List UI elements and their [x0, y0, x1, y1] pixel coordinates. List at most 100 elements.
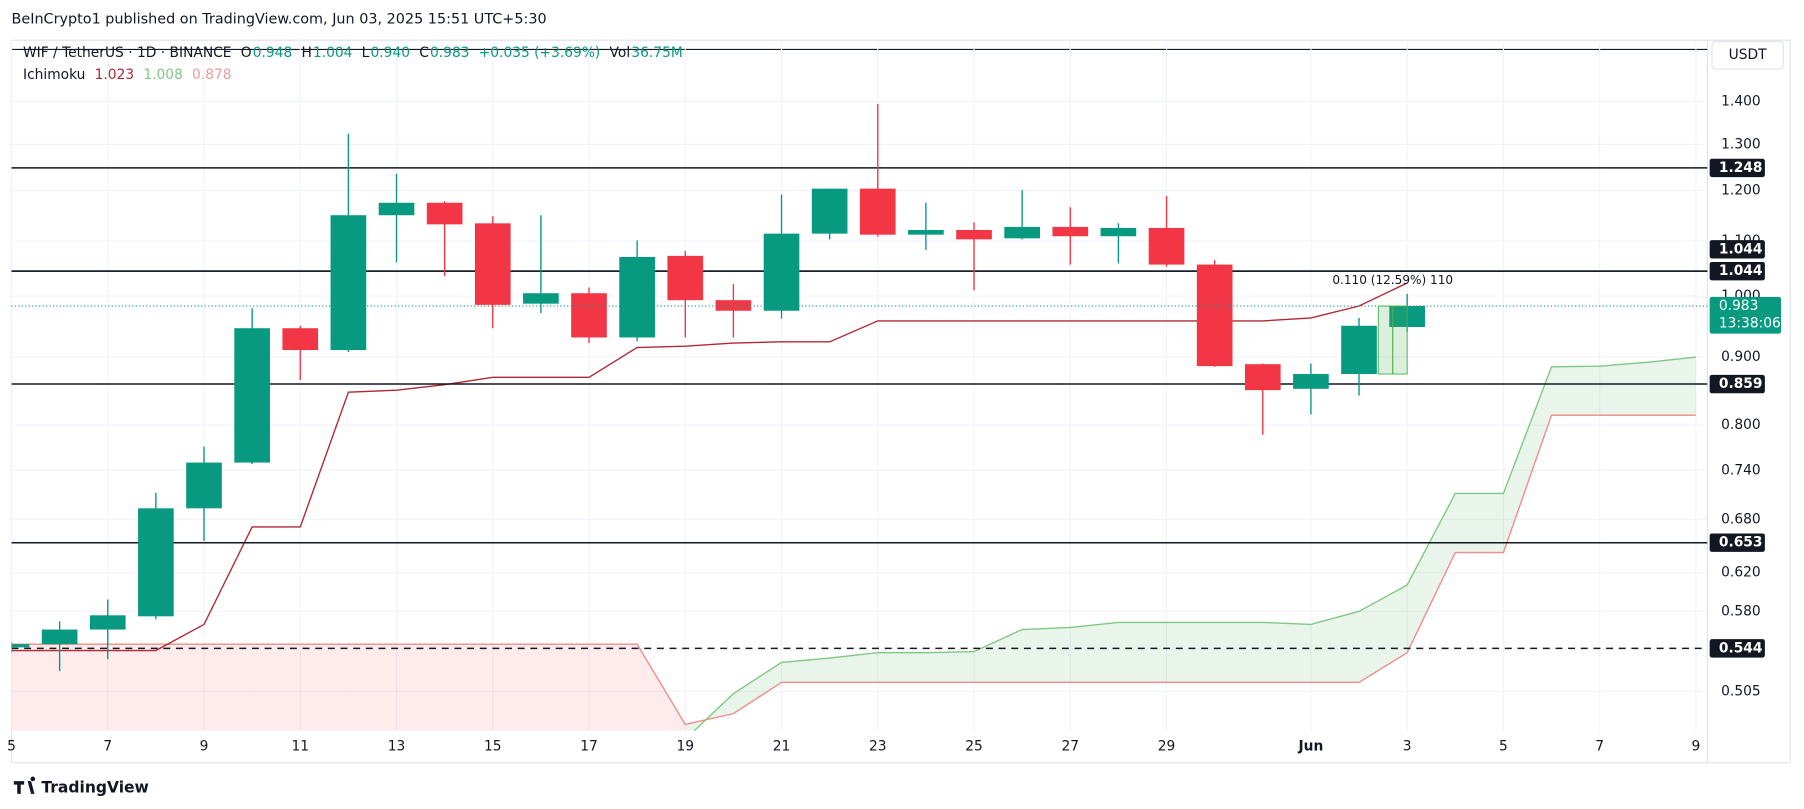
x-tick-label: 17 [580, 739, 598, 755]
candle-body [956, 230, 992, 240]
y-tick-label: 0.620 [1721, 565, 1761, 581]
x-tick-label: 5 [1499, 739, 1508, 755]
cloud-fill [540, 644, 590, 731]
legend-item: Vol [610, 45, 631, 61]
x-tick-label: 9 [1692, 739, 1701, 755]
cloud-fill [1214, 622, 1263, 683]
candle-body [859, 188, 896, 235]
legend-item: 0.940 [371, 45, 411, 61]
plot-area [11, 103, 1708, 731]
level-label-box [1709, 261, 1765, 281]
x-tick-label: 25 [965, 739, 983, 755]
legend-item: 0.983 [430, 45, 470, 61]
level-label-box [1709, 240, 1765, 259]
legend-item: 1.023 [95, 67, 135, 83]
y-tick-label: 0.580 [1721, 603, 1761, 619]
candle-body [41, 629, 78, 645]
candle-body [1004, 226, 1040, 239]
cloud-fill [396, 644, 445, 731]
cloud-fill [974, 629, 1023, 683]
unit-box[interactable] [1711, 40, 1784, 70]
cloud-fill [1070, 622, 1119, 683]
x-tick-label: 19 [676, 739, 694, 755]
candle-body [282, 328, 319, 351]
legend-item: H [301, 45, 311, 61]
cloud-fill [444, 644, 493, 731]
span-b-line [11, 414, 1696, 726]
span-a-line [693, 356, 1696, 731]
x-tick-label: 3 [1403, 739, 1412, 755]
legend-item: 1.004 [313, 45, 353, 61]
legend-item: 0.948 [253, 45, 293, 61]
y-tick-label: 1.200 [1721, 183, 1761, 199]
level-label-box [1709, 533, 1765, 552]
x-tick-label: 27 [1061, 739, 1079, 755]
cloud-fill [1455, 493, 1504, 553]
cloud-fill [877, 652, 926, 683]
level-label-box [1709, 639, 1765, 658]
y-tick-label: 0.680 [1721, 511, 1761, 527]
candle-body [1052, 226, 1089, 237]
x-tick-label: 29 [1158, 739, 1176, 755]
legend-item: C [419, 45, 429, 61]
indicator-legend: Ichimoku 1.023 1.008 0.878 [23, 67, 232, 83]
cloud-fill [1118, 622, 1167, 683]
logo-icon [13, 776, 36, 794]
candle-body [1148, 227, 1185, 265]
legend-item: 1.008 [143, 67, 183, 83]
cloud-fill [59, 644, 108, 731]
y-tick-label: 0.505 [1721, 683, 1761, 699]
last-price-label: 0.983 [1719, 298, 1759, 314]
x-tick-label: 15 [484, 739, 502, 755]
cloud-fill [1166, 622, 1215, 683]
cloud-fill [685, 693, 734, 731]
x-tick-label: 11 [291, 739, 309, 755]
y-tick-label: 0.900 [1721, 349, 1761, 365]
y-tick-label: 0.800 [1721, 417, 1761, 433]
measure-label: 0.110 (12.59%) 110 [1332, 273, 1453, 287]
legend-item: O [241, 45, 252, 61]
cloud-fill [1262, 622, 1311, 683]
level-label-box [1709, 158, 1765, 178]
cloud-fill [1022, 627, 1071, 683]
cloud-fill [492, 644, 541, 731]
cloud-fill [829, 652, 878, 683]
cloud-fill [589, 644, 638, 731]
level-label: 0.653 [1719, 535, 1763, 551]
countdown: 13:38:06 [1719, 315, 1781, 331]
x-tick-label: Jun [1298, 739, 1324, 755]
level-label: 0.859 [1719, 376, 1763, 392]
logo: TradingView [13, 776, 149, 797]
candle-body [1100, 227, 1137, 237]
candle-body [186, 462, 222, 509]
cloud-fill [733, 662, 782, 714]
y-tick-label: 0.740 [1721, 462, 1761, 478]
candle-body [378, 202, 415, 216]
candle-body [908, 230, 944, 235]
cloud-fill [204, 644, 253, 731]
level-label-box [1709, 374, 1765, 394]
candle-body [1196, 264, 1233, 367]
level-label: 0.544 [1719, 640, 1763, 656]
candle-body [571, 293, 607, 338]
cloud-fill [348, 644, 397, 731]
axis-unit[interactable]: USDT [1729, 47, 1767, 63]
cloud-fill [252, 644, 301, 731]
x-tick-label: 21 [773, 739, 791, 755]
symbol-legend: WIF / TetherUS · 1D · BINANCE O0.948 H1.00… [23, 45, 683, 61]
x-tick-label: 5 [7, 739, 16, 755]
cloud-fill [1599, 362, 1648, 416]
cloud-fill [1310, 611, 1360, 683]
cloud-fill [11, 644, 60, 731]
cloud-fill [107, 644, 156, 731]
cloud-fill [1551, 366, 1600, 416]
level-label: 1.044 [1719, 263, 1763, 279]
price-axis: 1.4001.3001.2001.1001.0000.9000.8000.740… [1709, 93, 1781, 699]
cloud-fill [781, 658, 830, 683]
candle-body [474, 223, 511, 305]
candle-body [523, 293, 559, 304]
candle-body [1244, 364, 1281, 391]
cloud-fill [925, 651, 975, 683]
cloud-fill [637, 644, 686, 731]
